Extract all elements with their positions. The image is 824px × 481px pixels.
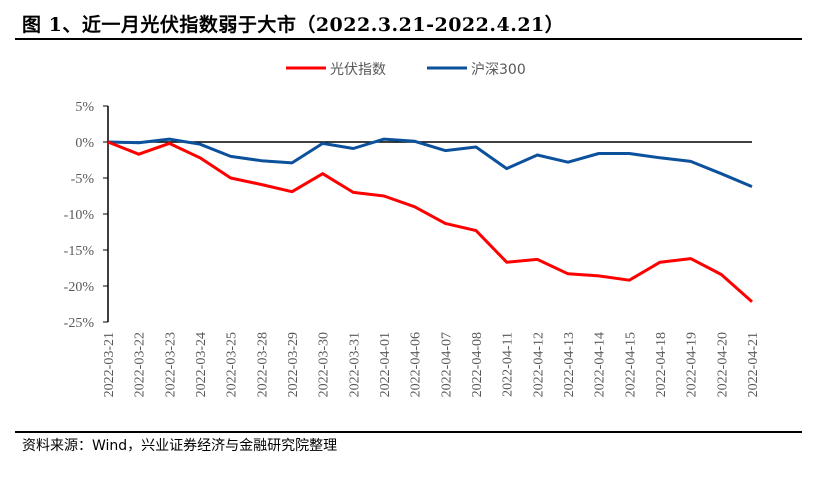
x-tick-label: 2022-04-14	[593, 332, 608, 397]
x-tick-label: 2022-03-22	[133, 332, 148, 397]
x-tick-label: 2022-04-20	[715, 332, 730, 397]
x-tick-label: 2022-04-07	[439, 332, 454, 397]
x-tick-label: 2022-03-24	[194, 332, 209, 397]
chart-title: 图 1、近一月光伏指数弱于大市（2022.3.21-2022.4.21）	[22, 14, 565, 36]
x-tick-label: 2022-04-13	[562, 332, 577, 397]
x-tick-label: 2022-03-21	[102, 332, 117, 397]
legend: 光伏指数 沪深300	[286, 62, 526, 78]
bottom-rule	[15, 431, 802, 433]
x-tick-label: 2022-03-25	[225, 332, 240, 397]
x-tick-label: 2022-04-01	[378, 332, 393, 397]
x-tick-label: 2022-04-12	[531, 332, 546, 397]
y-tick-label: -25%	[64, 316, 95, 331]
x-tick-label: 2022-04-06	[409, 332, 424, 397]
source-note: 资料来源：Wind，兴业证券经济与金融研究院整理	[22, 438, 338, 454]
x-tick-label: 2022-04-08	[470, 332, 485, 397]
y-tick-label: 0%	[75, 136, 94, 151]
x-tick-label: 2022-04-21	[746, 332, 761, 397]
top-rule	[15, 38, 802, 40]
x-tick-label: 2022-04-11	[501, 332, 516, 397]
y-axis: 5% 0% -5% -10% -15% -20% -25%	[64, 100, 109, 331]
y-tick-label: -20%	[64, 280, 95, 295]
legend-label: 沪深300	[471, 62, 526, 78]
series-line-光伏指数	[107, 140, 753, 303]
x-tick-label: 2022-03-29	[286, 332, 301, 397]
series-lines	[107, 137, 753, 303]
x-tick-label: 2022-03-23	[163, 332, 178, 397]
x-tick-label: 2022-03-31	[347, 332, 362, 397]
x-tick-label: 2022-04-18	[654, 332, 669, 397]
y-tick-label: -15%	[64, 244, 95, 259]
x-tick-label: 2022-04-19	[685, 332, 700, 397]
x-tick-label: 2022-03-30	[317, 332, 332, 397]
y-tick-label: -5%	[71, 172, 95, 187]
x-axis: 2022-03-21 2022-03-22 2022-03-23 2022-03-24…	[102, 141, 761, 397]
y-tick-label: 5%	[75, 100, 94, 115]
x-tick-label: 2022-03-28	[255, 332, 270, 397]
x-tick-label: 2022-04-15	[623, 332, 638, 397]
legend-label: 光伏指数	[330, 62, 386, 78]
y-tick-label: -10%	[64, 208, 95, 223]
series-line-沪深300	[107, 137, 753, 188]
